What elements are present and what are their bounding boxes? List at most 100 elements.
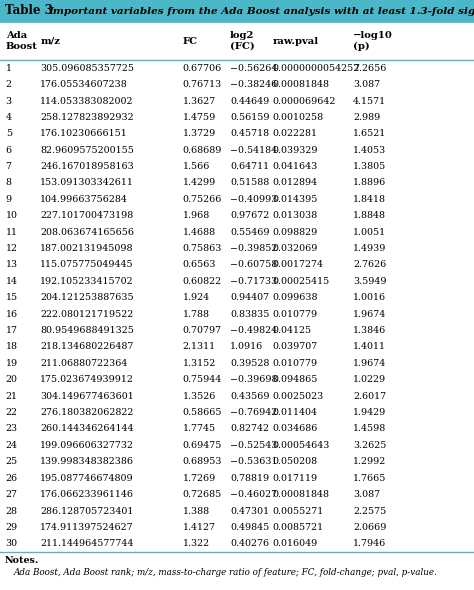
- Text: 80.9549688491325: 80.9549688491325: [40, 326, 134, 335]
- Text: 2.6017: 2.6017: [353, 392, 386, 401]
- Text: −0.40993: −0.40993: [230, 195, 277, 204]
- Text: 5: 5: [6, 129, 12, 138]
- Text: −log10
(p): −log10 (p): [353, 31, 393, 51]
- Text: 0.82742: 0.82742: [230, 424, 269, 434]
- Text: 1.3729: 1.3729: [182, 129, 216, 138]
- Text: 25: 25: [6, 457, 18, 466]
- Text: 11: 11: [6, 228, 18, 237]
- Text: 1.4127: 1.4127: [182, 523, 216, 532]
- Text: 0.00025415: 0.00025415: [273, 277, 330, 286]
- Text: 0.39528: 0.39528: [230, 359, 269, 368]
- Text: log2
(FC): log2 (FC): [230, 31, 255, 51]
- Text: 0.43569: 0.43569: [230, 392, 269, 401]
- Text: 2: 2: [6, 80, 12, 89]
- Text: 204.121253887635: 204.121253887635: [40, 293, 134, 302]
- Text: 4.1571: 4.1571: [353, 97, 386, 106]
- Text: 187.002131945098: 187.002131945098: [40, 244, 134, 253]
- Text: 0.83835: 0.83835: [230, 310, 269, 319]
- Text: 1.788: 1.788: [182, 310, 210, 319]
- Text: 0.032069: 0.032069: [273, 244, 318, 253]
- Text: −0.54184: −0.54184: [230, 146, 277, 155]
- Text: −0.39852: −0.39852: [230, 244, 277, 253]
- Text: −0.39698: −0.39698: [230, 375, 277, 384]
- Text: 0.00054643: 0.00054643: [273, 441, 330, 450]
- Text: −0.76942: −0.76942: [230, 408, 277, 417]
- Text: 195.087746674809: 195.087746674809: [40, 474, 134, 483]
- Text: 8: 8: [6, 179, 12, 188]
- Text: 2.0669: 2.0669: [353, 523, 386, 532]
- Text: Table 3: Table 3: [5, 5, 53, 18]
- Text: 17: 17: [6, 326, 18, 335]
- Text: 12: 12: [6, 244, 18, 253]
- Text: raw.pval: raw.pval: [273, 37, 319, 45]
- Text: 1.2992: 1.2992: [353, 457, 386, 466]
- Text: 222.080121719522: 222.080121719522: [40, 310, 134, 319]
- Text: 192.105233415702: 192.105233415702: [40, 277, 134, 286]
- Text: 16: 16: [6, 310, 18, 319]
- Text: 1.7269: 1.7269: [182, 474, 216, 483]
- Text: 1.0229: 1.0229: [353, 375, 386, 384]
- Text: 286.128705723401: 286.128705723401: [40, 506, 134, 516]
- Text: 0.094865: 0.094865: [273, 375, 318, 384]
- Text: 260.144346264144: 260.144346264144: [40, 424, 134, 434]
- Text: 0.47301: 0.47301: [230, 506, 269, 516]
- Text: 0.94407: 0.94407: [230, 293, 269, 302]
- Text: 3.2625: 3.2625: [353, 441, 386, 450]
- Text: 0.70797: 0.70797: [182, 326, 222, 335]
- Text: 0.68953: 0.68953: [182, 457, 222, 466]
- Text: 0.017119: 0.017119: [273, 474, 318, 483]
- Text: 258.127823892932: 258.127823892932: [40, 113, 134, 122]
- Text: 1: 1: [6, 64, 12, 73]
- Text: 0.45718: 0.45718: [230, 129, 269, 138]
- Text: −0.71733: −0.71733: [230, 277, 277, 286]
- Text: 175.023674939912: 175.023674939912: [40, 375, 134, 384]
- Text: 1.6521: 1.6521: [353, 129, 386, 138]
- Text: 1.924: 1.924: [182, 293, 210, 302]
- Text: 0.68689: 0.68689: [182, 146, 222, 155]
- Text: 7.2656: 7.2656: [353, 64, 386, 73]
- Text: 0.0025023: 0.0025023: [273, 392, 324, 401]
- Text: 9: 9: [6, 195, 12, 204]
- Text: 0.44649: 0.44649: [230, 97, 269, 106]
- Text: 0.010779: 0.010779: [273, 359, 318, 368]
- Text: 0.51588: 0.51588: [230, 179, 269, 188]
- Text: 115.075775049445: 115.075775049445: [40, 261, 134, 270]
- Text: 29: 29: [6, 523, 18, 532]
- Text: 1.0016: 1.0016: [353, 293, 386, 302]
- Text: 1.3152: 1.3152: [182, 359, 216, 368]
- Text: 0.000069642: 0.000069642: [273, 97, 336, 106]
- Text: 0.098829: 0.098829: [273, 228, 318, 237]
- Text: 0.041643: 0.041643: [273, 162, 318, 171]
- Text: 1.968: 1.968: [182, 211, 210, 220]
- Text: 0.0085721: 0.0085721: [273, 523, 324, 532]
- Text: 14: 14: [6, 277, 18, 286]
- Text: 0.75863: 0.75863: [182, 244, 222, 253]
- Text: 4: 4: [6, 113, 12, 122]
- Text: 0.00081848: 0.00081848: [273, 80, 329, 89]
- Text: Notes.: Notes.: [5, 556, 39, 565]
- Text: 1.3805: 1.3805: [353, 162, 386, 171]
- Text: −0.52543: −0.52543: [230, 441, 277, 450]
- Text: 1.8418: 1.8418: [353, 195, 386, 204]
- Bar: [0, 0, 474, 22]
- Text: 0.6563: 0.6563: [182, 261, 216, 270]
- Text: 0.011404: 0.011404: [273, 408, 318, 417]
- Text: 24: 24: [6, 441, 18, 450]
- Text: 0.67706: 0.67706: [182, 64, 222, 73]
- Text: 20: 20: [6, 375, 18, 384]
- Text: 0.72685: 0.72685: [182, 490, 222, 499]
- Text: 18: 18: [6, 343, 18, 352]
- Text: 139.998348382386: 139.998348382386: [40, 457, 134, 466]
- Text: 176.10230666151: 176.10230666151: [40, 129, 128, 138]
- Text: 211.06880722364: 211.06880722364: [40, 359, 128, 368]
- Text: 1.0051: 1.0051: [353, 228, 386, 237]
- Text: 0.010779: 0.010779: [273, 310, 318, 319]
- Text: 28: 28: [6, 506, 18, 516]
- Text: 1.0916: 1.0916: [230, 343, 263, 352]
- Text: 1.4053: 1.4053: [353, 146, 386, 155]
- Text: 26: 26: [6, 474, 18, 483]
- Text: 1.4011: 1.4011: [353, 343, 386, 352]
- Text: 0.012894: 0.012894: [273, 179, 318, 188]
- Text: 1.9429: 1.9429: [353, 408, 386, 417]
- Text: 1.4688: 1.4688: [182, 228, 216, 237]
